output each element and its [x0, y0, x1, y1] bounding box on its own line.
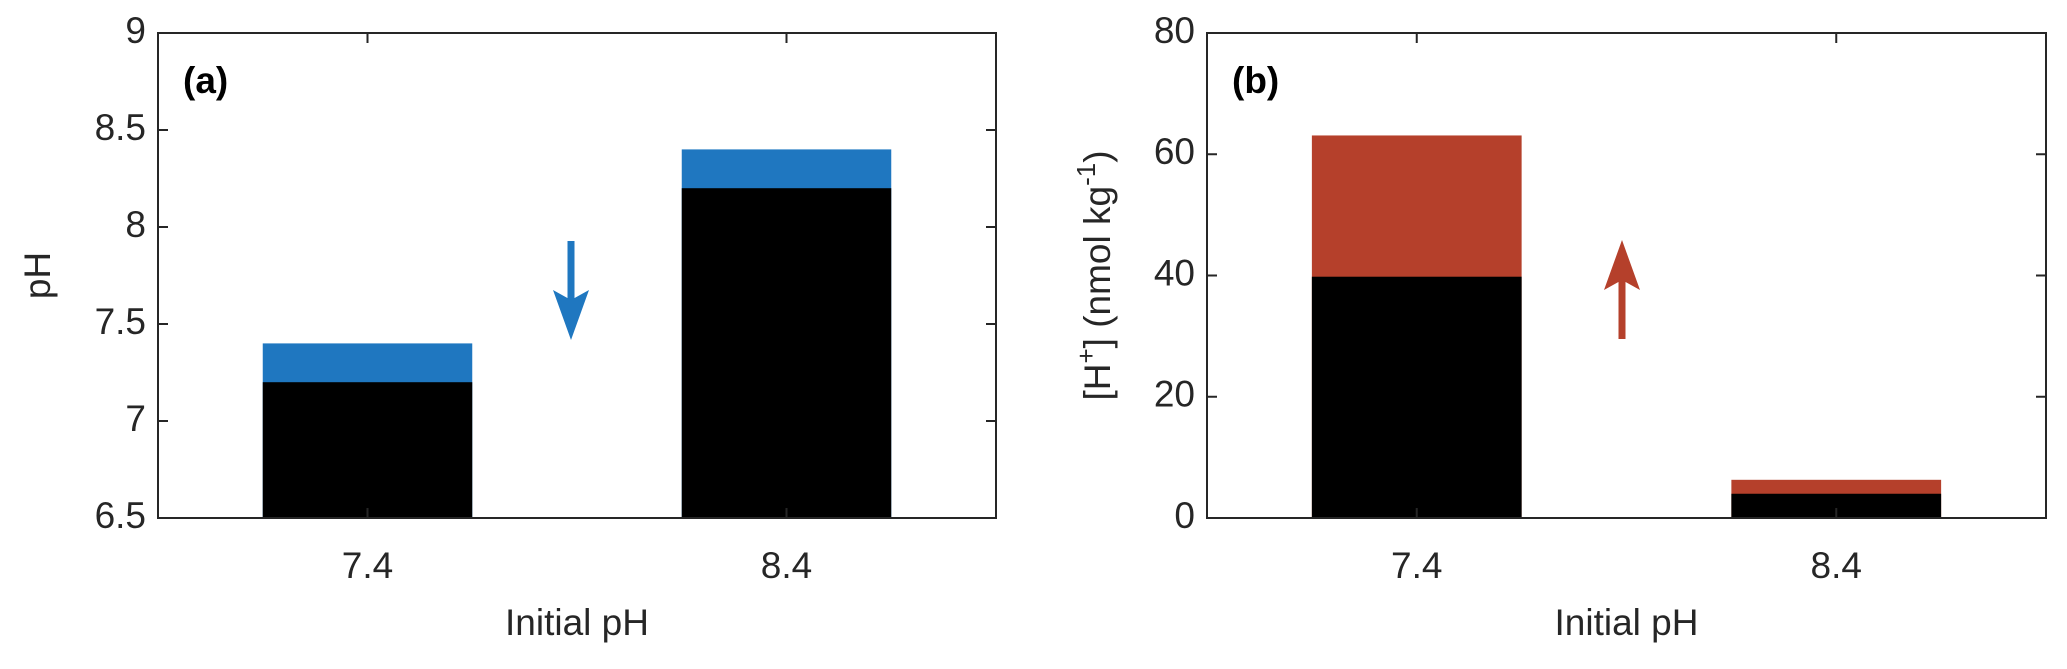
- x-tick-label: 7.4: [1391, 545, 1442, 586]
- x-axis-label: Initial pH: [1555, 602, 1699, 643]
- y-axis-label-part: ] (nmol kg: [1077, 186, 1118, 348]
- arrow-up: [1604, 240, 1640, 339]
- x-tick-label: 8.4: [761, 545, 812, 586]
- y-tick-label: 6.5: [95, 495, 146, 536]
- chart: 0 20 40 60 80 7.4 8.4 Initial pH (b) [H+] (nmol k…: [1071, 10, 2047, 643]
- y-axis-label: [H+] (nmol kg-1): [1071, 150, 1118, 400]
- y-tick-label: 8: [125, 204, 146, 245]
- y-axis-label-part: pH: [17, 252, 58, 299]
- y-axis-label-part: [H: [1077, 364, 1118, 401]
- y-tick-label: 9: [125, 10, 146, 51]
- bar: [1311, 276, 1522, 518]
- y-axis-label: pH: [17, 252, 58, 299]
- y-tick-label: 20: [1154, 374, 1195, 415]
- chart: 6.5 7 7.5 8 8.5 9 7.4 8.4 Initial pH (a) pH: [17, 10, 997, 643]
- y-tick-label: 7: [125, 398, 146, 439]
- x-axis-label: Initial pH: [505, 602, 649, 643]
- y-axis-label-part: +: [1071, 348, 1101, 363]
- y-axis-label-part: ): [1077, 150, 1118, 162]
- bar: [681, 188, 892, 518]
- panel-label: (a): [183, 60, 228, 101]
- bar: [262, 382, 473, 518]
- arrow-down: [553, 241, 589, 340]
- y-axis-label-part: -1: [1071, 163, 1101, 186]
- y-tick-label: 0: [1174, 495, 1195, 536]
- x-tick-label: 8.4: [1811, 545, 1862, 586]
- y-tick-label: 60: [1154, 131, 1195, 172]
- y-tick-label: 80: [1154, 10, 1195, 51]
- y-tick-label: 7.5: [95, 301, 146, 342]
- panel-label: (b): [1232, 60, 1279, 101]
- y-tick-label: 8.5: [95, 107, 146, 148]
- axes-box: [157, 32, 997, 519]
- x-tick-label: 7.4: [342, 545, 393, 586]
- y-tick-label: 40: [1154, 252, 1195, 293]
